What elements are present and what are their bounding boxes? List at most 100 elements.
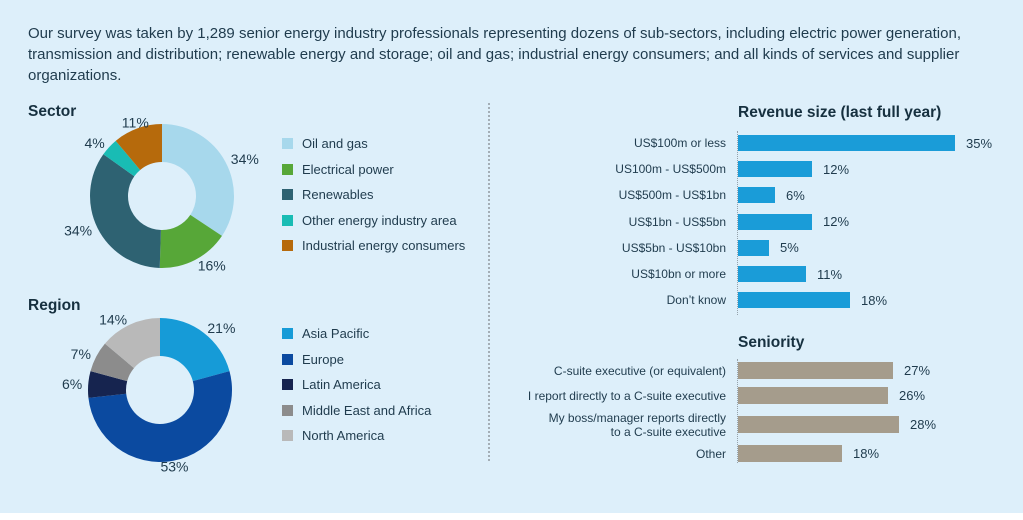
seniority-bar-chart: C-suite executive (or equivalent) 27% I re… — [514, 358, 1019, 466]
donut-percent-label: 4% — [84, 135, 104, 151]
bar-value-label: 26% — [899, 388, 926, 403]
legend-swatch — [282, 163, 293, 175]
bar-row: Don’t know 18% — [514, 287, 1019, 313]
legend-swatch — [282, 240, 293, 252]
bar — [738, 387, 888, 404]
sector-donut-chart: 34% 16% 34% 4% 11% — [64, 115, 259, 274]
donut-percent-label: 34% — [231, 151, 259, 167]
region-chart-title: Region — [28, 297, 81, 314]
donut-percent-label: 7% — [71, 346, 91, 362]
region-donut-chart: 21% 53% 6% 7% 14% — [62, 311, 235, 475]
legend-item: Electrical power — [282, 157, 465, 183]
bar-value-label: 5% — [780, 240, 799, 256]
legend-swatch — [282, 353, 293, 365]
legend-swatch — [282, 379, 293, 391]
revenue-chart-title: Revenue size (last full year) — [738, 104, 942, 121]
bar-row: Other 18% — [514, 441, 1019, 466]
legend-item: Latin America — [282, 372, 431, 398]
bar — [738, 213, 812, 230]
bar-category-label: Other — [695, 446, 726, 461]
donut-segment — [103, 140, 141, 177]
legend-swatch — [282, 404, 293, 416]
donut-segment — [90, 154, 161, 268]
legend-item: Asia Pacific — [282, 321, 431, 347]
bar — [738, 292, 850, 309]
legend-item: Industrial energy consumers — [282, 233, 465, 259]
bar — [738, 266, 806, 283]
legend-label: Renewables — [302, 187, 374, 203]
bar-value-label: 28% — [910, 417, 937, 432]
sector-legend: Oil and gas Electrical power Renewables Oth… — [282, 131, 465, 259]
donut-percent-label: 11% — [122, 115, 149, 131]
donut-percent-label: 34% — [64, 223, 92, 239]
bar-value-label: 12% — [823, 161, 850, 177]
legend-item: Renewables — [282, 182, 465, 208]
bar-row: C-suite executive (or equivalent) 27% — [514, 358, 1019, 383]
bar-category-label: US$10bn or more — [631, 267, 726, 282]
bar — [738, 416, 899, 433]
bar-row: I report directly to a C-suite executive… — [514, 383, 1019, 408]
region-legend: Asia Pacific Europe Latin America Middle Ea… — [282, 321, 431, 449]
bar-value-label: 11% — [817, 266, 843, 282]
legend-label: Europe — [302, 351, 344, 367]
bar-category-label: US$5bn - US$10bn — [621, 240, 726, 255]
bar-row: US$10bn or more 11% — [514, 261, 1019, 287]
legend-item: Oil and gas — [282, 131, 465, 157]
bar-value-label: 27% — [904, 363, 931, 378]
sector-chart-title: Sector — [28, 103, 77, 120]
bar — [738, 135, 955, 152]
legend-item: North America — [282, 423, 431, 449]
legend-swatch — [282, 430, 293, 442]
legend-label: Latin America — [302, 377, 381, 393]
donut-segment — [88, 371, 233, 463]
donut-segment — [115, 124, 162, 170]
bar-category-label: US$1bn - US$5bn — [628, 214, 726, 229]
bar-value-label: 6% — [786, 187, 805, 203]
donut-percent-label: 14% — [99, 311, 127, 327]
legend-swatch — [282, 138, 293, 150]
donut-percent-label: 6% — [62, 376, 82, 392]
bar-row: US100m - US$500m 12% — [514, 156, 1019, 182]
bar-row: US$1bn - US$5bn 12% — [514, 209, 1019, 235]
revenue-bar-chart: US$100m or less 35% US100m - US$500m 12% US$… — [514, 130, 1019, 313]
legend-label: Oil and gas — [302, 136, 368, 152]
divider-dotted-line — [488, 103, 490, 461]
legend-label: Other energy industry area — [302, 212, 457, 228]
donut-segment — [159, 214, 222, 268]
bar-value-label: 18% — [861, 292, 888, 308]
bar — [738, 445, 842, 462]
legend-swatch — [282, 214, 293, 226]
bar-category-label: US$100m or less — [633, 136, 726, 151]
donut-percent-label: 53% — [160, 459, 188, 475]
donut-percent-label: 16% — [198, 257, 226, 273]
bar-category-label: I report directly to a C-suite executive — [527, 388, 726, 403]
legend-swatch — [282, 328, 293, 340]
legend-item: Other energy industry area — [282, 208, 465, 234]
seniority-chart-title: Seniority — [738, 334, 805, 351]
intro-text: Our survey was taken by 1,289 senior ene… — [28, 25, 961, 84]
seniority-axis-line — [737, 359, 738, 463]
donut-percent-label: 21% — [207, 320, 235, 336]
bar-value-label: 18% — [853, 446, 880, 461]
bar — [738, 239, 769, 256]
bar-row: US$500m - US$1bn 6% — [514, 182, 1019, 208]
bar-row: My boss/manager reports directly to a C-… — [514, 408, 1019, 441]
bar-category-label: US$500m - US$1bn — [618, 188, 726, 203]
legend-item: Middle East and Africa — [282, 398, 431, 424]
bar-category-label: Don’t know — [666, 293, 726, 308]
bar-category-label: US100m - US$500m — [615, 162, 726, 177]
donut-segment — [160, 318, 230, 382]
bar-row: US$100m or less 35% — [514, 130, 1019, 156]
donut-segment — [162, 124, 235, 236]
legend-label: Middle East and Africa — [302, 402, 432, 418]
bar-category-label: C-suite executive (or equivalent) — [553, 363, 726, 378]
bar-category-label: My boss/manager reports directly to a C-… — [548, 410, 726, 439]
legend-label: Industrial energy consumers — [302, 238, 466, 254]
bar — [738, 187, 775, 204]
donut-segment — [88, 371, 128, 398]
legend-item: Europe — [282, 347, 431, 373]
donut-segment — [104, 318, 160, 369]
bar — [738, 362, 893, 379]
legend-label: Electrical power — [302, 161, 394, 177]
bar-row: US$5bn - US$10bn 5% — [514, 235, 1019, 261]
